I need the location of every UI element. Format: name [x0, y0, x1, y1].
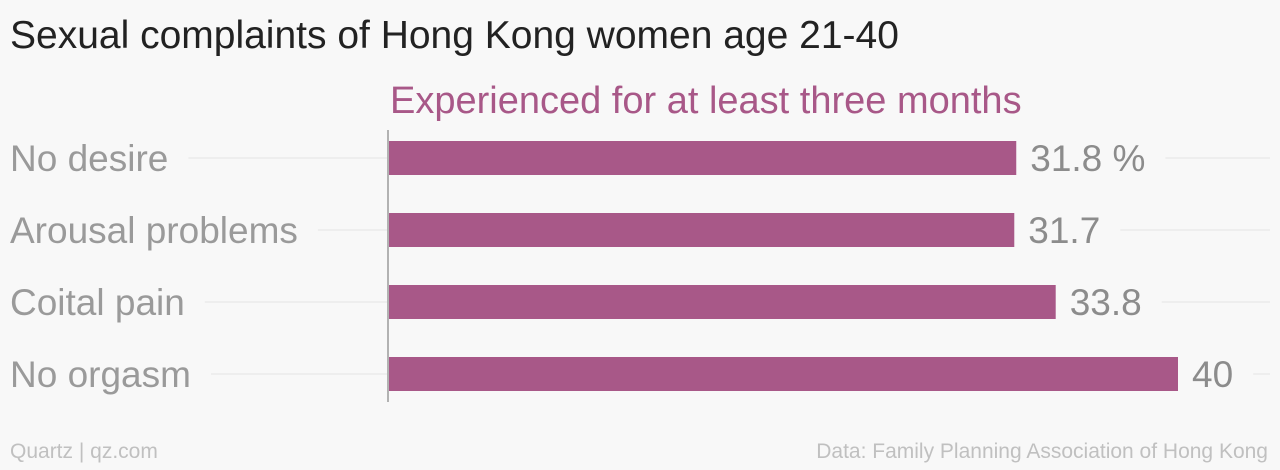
bar: [389, 285, 1056, 319]
bar-chart: No desire 31.8 % Arousal problems 31.7 Coita…: [10, 130, 1270, 402]
series-label: Experienced for at least three months: [390, 80, 1022, 122]
value-label: 31.7: [1028, 210, 1100, 251]
footer-source: Data: Family Planning Association of Hon…: [816, 440, 1268, 463]
category-label: No orgasm: [10, 354, 191, 395]
value-label: 31.8 %: [1030, 138, 1145, 179]
chart-title: Sexual complaints of Hong Kong women age…: [10, 14, 899, 57]
bar: [389, 213, 1015, 247]
category-label: Arousal problems: [10, 210, 298, 251]
category-label: Coital pain: [10, 282, 185, 323]
value-label: 33.8: [1070, 282, 1142, 323]
bar: [389, 357, 1178, 391]
footer-brand: Quartz | qz.com: [10, 440, 158, 463]
category-label: No desire: [10, 138, 168, 179]
bar: [389, 141, 1017, 175]
value-label: 40: [1192, 354, 1233, 395]
